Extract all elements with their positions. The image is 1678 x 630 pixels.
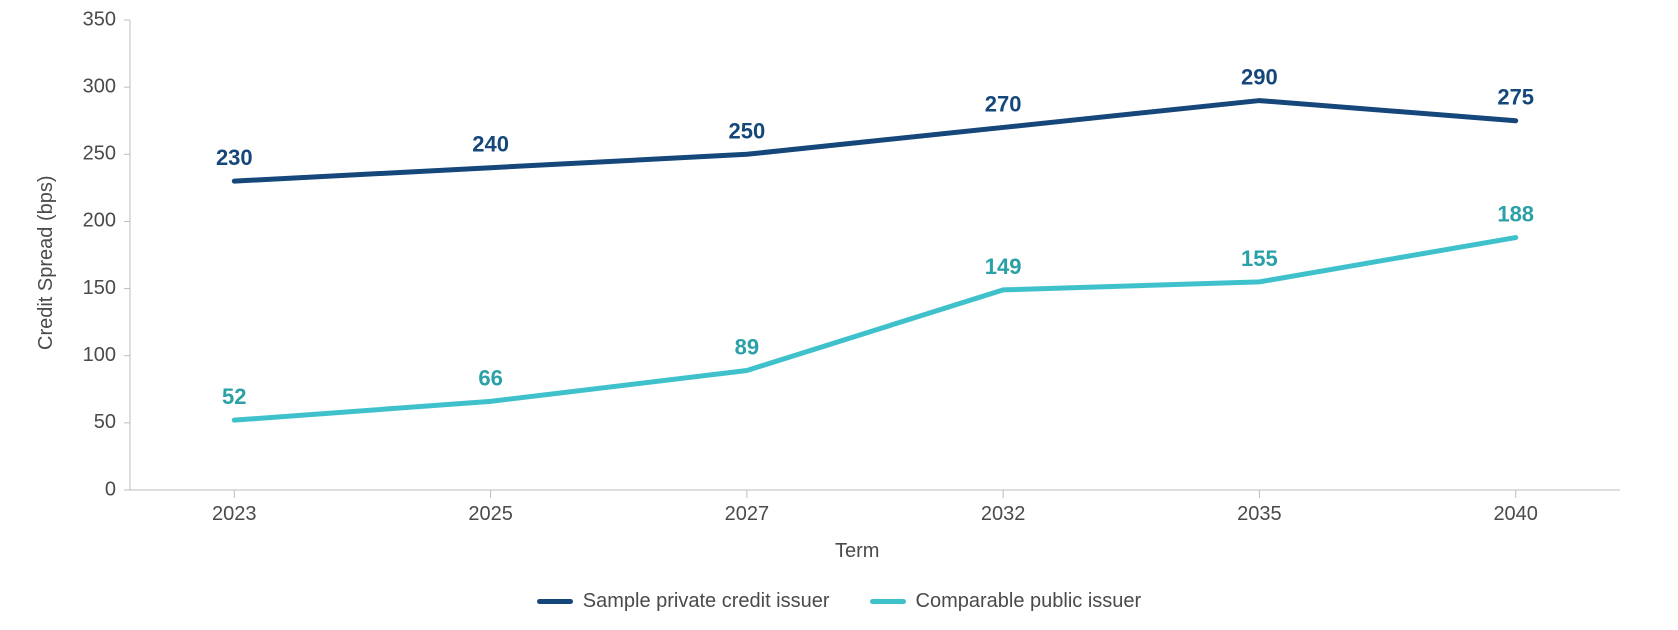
svg-text:250: 250 [83,143,116,165]
svg-text:2035: 2035 [1237,503,1282,525]
legend-label: Sample private credit issuer [583,590,830,613]
chart-legend: Sample private credit issuer Comparable … [0,590,1678,613]
svg-text:275: 275 [1497,85,1534,110]
legend-item-private: Sample private credit issuer [537,590,830,613]
svg-text:270: 270 [985,91,1022,116]
svg-text:350: 350 [83,8,116,30]
svg-text:0: 0 [105,478,116,500]
credit-spread-line-chart: 0 50 100 150 200 250 300 350 2023 2025 2027 2032 203… [0,0,1678,630]
svg-text:50: 50 [94,411,116,433]
chart-svg: 0 50 100 150 200 250 300 350 2023 2025 2027 2032 203… [0,0,1678,630]
svg-text:200: 200 [83,210,116,232]
svg-text:89: 89 [735,334,759,359]
svg-text:150: 150 [83,277,116,299]
legend-swatch-icon [870,599,906,604]
svg-text:149: 149 [985,254,1022,279]
svg-text:230: 230 [216,145,253,170]
svg-text:300: 300 [83,75,116,97]
svg-text:2027: 2027 [725,503,770,525]
y-axis-label: Credit Spread (bps) [35,175,58,350]
legend-label: Comparable public issuer [916,590,1142,613]
svg-text:52: 52 [222,384,246,409]
svg-text:250: 250 [729,118,766,143]
legend-item-public: Comparable public issuer [870,590,1142,613]
svg-text:66: 66 [478,365,502,390]
svg-text:155: 155 [1241,246,1278,271]
x-axis-label: Term [835,540,879,563]
svg-text:2040: 2040 [1493,503,1538,525]
svg-text:240: 240 [472,132,509,157]
svg-text:100: 100 [83,344,116,366]
svg-text:2023: 2023 [212,503,257,525]
svg-text:188: 188 [1497,202,1534,227]
svg-text:2032: 2032 [981,503,1026,525]
svg-text:2025: 2025 [468,503,513,525]
svg-text:290: 290 [1241,65,1278,90]
legend-swatch-icon [537,599,573,604]
